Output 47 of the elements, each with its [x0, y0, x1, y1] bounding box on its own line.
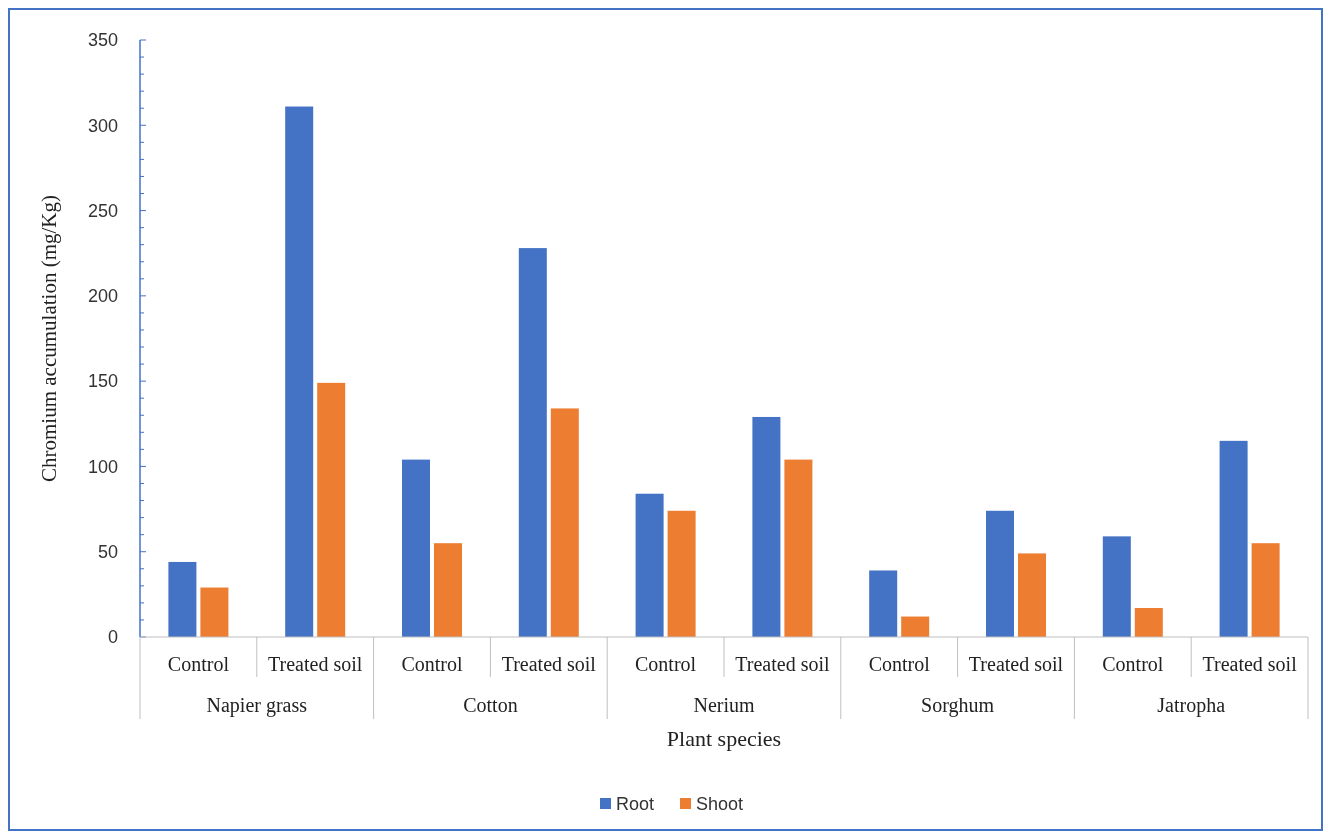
text: Nerium	[693, 694, 755, 716]
bar	[901, 616, 930, 637]
y-tick-label: 0	[107, 627, 118, 648]
y-axis-title: Chromium accumulation (mg/Kg)	[37, 195, 61, 482]
x-axis-title: Plant species	[666, 726, 782, 751]
text: Cotton	[463, 694, 518, 716]
bar	[784, 459, 813, 637]
bar	[402, 459, 430, 637]
bar	[1134, 608, 1163, 637]
bar	[550, 408, 579, 637]
x-tick-label: Control	[167, 653, 230, 675]
y-tick-label: 300	[87, 115, 118, 136]
bar	[1219, 440, 1248, 637]
bar	[1018, 553, 1046, 637]
x-tick-label: Control	[1102, 653, 1164, 675]
bar	[168, 561, 197, 637]
x-tick-label: Treated soil	[268, 653, 363, 675]
bar	[752, 416, 781, 637]
x-tick-label: Treated soil	[1202, 653, 1298, 675]
bar	[434, 543, 462, 637]
bar	[1251, 543, 1280, 637]
x-tick-label: Control	[401, 653, 463, 675]
y-tick-label: 200	[87, 286, 118, 307]
bar	[1102, 536, 1131, 637]
bar	[869, 570, 898, 637]
x-tick-label: Treated soil	[968, 653, 1064, 675]
x-tick-label: Treated soil	[735, 653, 830, 675]
text: Napier grass	[206, 694, 308, 717]
bar	[635, 493, 664, 637]
bar	[667, 510, 696, 637]
bar	[200, 587, 229, 637]
bar	[285, 106, 314, 637]
legend-label: Shoot	[696, 794, 744, 815]
x-tick-label: Control	[635, 653, 697, 675]
text: Sorghum	[921, 694, 995, 717]
legend-label: Root	[616, 794, 655, 815]
bar	[986, 510, 1014, 637]
x-tick-label: Treated soil	[501, 653, 597, 675]
x-tick-label: Control	[868, 653, 931, 675]
bar	[317, 382, 346, 637]
y-tick-label: 50	[97, 542, 118, 563]
y-tick-label: 250	[87, 200, 118, 221]
y-tick-label: 100	[87, 456, 118, 477]
text: Jatropha	[1157, 694, 1226, 717]
y-tick-label: 150	[87, 371, 118, 392]
bar	[518, 248, 547, 637]
y-tick-label: 350	[87, 30, 118, 51]
